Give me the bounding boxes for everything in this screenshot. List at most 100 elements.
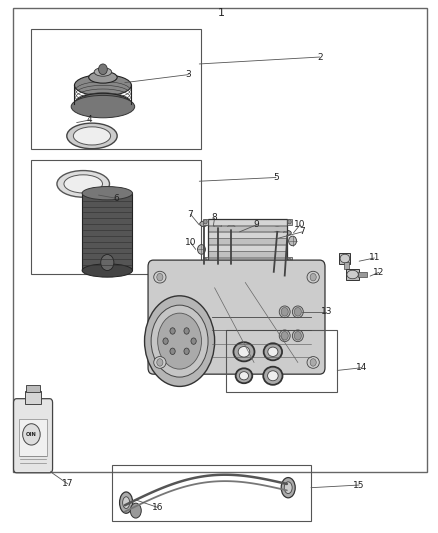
Text: 7: 7 (187, 210, 194, 219)
Bar (208, 245, 287, 251)
Circle shape (184, 348, 189, 354)
Ellipse shape (279, 306, 290, 318)
Text: 3: 3 (185, 70, 191, 79)
Circle shape (204, 259, 207, 263)
Circle shape (163, 338, 168, 344)
Circle shape (184, 328, 189, 334)
Bar (208, 232, 287, 238)
Circle shape (288, 259, 291, 263)
Circle shape (281, 308, 288, 316)
Text: 1: 1 (218, 9, 225, 18)
Ellipse shape (74, 75, 131, 96)
Text: 4: 4 (87, 116, 92, 124)
Circle shape (294, 308, 301, 316)
Ellipse shape (273, 227, 281, 232)
Circle shape (310, 359, 316, 366)
Ellipse shape (158, 313, 201, 369)
Circle shape (170, 348, 175, 354)
Circle shape (310, 273, 316, 281)
Bar (358, 272, 367, 277)
FancyBboxPatch shape (14, 399, 53, 473)
Circle shape (23, 424, 40, 445)
Ellipse shape (154, 357, 166, 368)
Bar (208, 238, 287, 245)
Circle shape (157, 273, 163, 281)
Ellipse shape (264, 343, 282, 360)
Ellipse shape (154, 271, 166, 283)
Ellipse shape (131, 503, 141, 518)
Circle shape (198, 245, 205, 254)
Ellipse shape (340, 254, 350, 263)
Bar (208, 219, 287, 225)
Circle shape (288, 220, 291, 224)
Ellipse shape (307, 357, 319, 368)
Circle shape (157, 359, 163, 366)
Ellipse shape (240, 372, 248, 380)
Ellipse shape (88, 71, 117, 83)
Bar (208, 258, 287, 264)
Circle shape (101, 255, 114, 271)
Text: 17: 17 (62, 480, 74, 488)
Ellipse shape (227, 263, 236, 268)
Text: 7: 7 (299, 228, 305, 236)
FancyBboxPatch shape (148, 260, 325, 374)
Ellipse shape (284, 482, 292, 494)
Bar (208, 252, 287, 257)
Ellipse shape (57, 171, 110, 197)
Ellipse shape (268, 347, 278, 357)
Circle shape (281, 332, 288, 340)
Text: 12: 12 (373, 268, 385, 277)
Ellipse shape (151, 305, 208, 377)
Text: 11: 11 (369, 254, 380, 262)
Ellipse shape (64, 175, 102, 193)
Ellipse shape (233, 342, 254, 361)
Text: 14: 14 (356, 364, 367, 372)
Ellipse shape (145, 296, 215, 386)
Bar (203, 219, 208, 225)
Ellipse shape (94, 68, 112, 76)
Bar (226, 330, 337, 392)
Text: 8: 8 (212, 214, 218, 222)
Ellipse shape (279, 330, 290, 342)
Circle shape (289, 236, 297, 246)
Circle shape (191, 338, 196, 344)
Ellipse shape (227, 225, 235, 230)
Bar (208, 225, 287, 231)
Text: 6: 6 (113, 194, 119, 203)
Ellipse shape (268, 371, 278, 381)
Text: 16: 16 (152, 503, 163, 512)
Bar (344, 262, 349, 269)
Text: OIN: OIN (26, 432, 37, 437)
Ellipse shape (199, 263, 208, 268)
Bar (112, 465, 311, 521)
Bar (208, 219, 287, 264)
Text: 10: 10 (185, 238, 196, 247)
Ellipse shape (238, 346, 250, 357)
Circle shape (170, 328, 175, 334)
Ellipse shape (293, 306, 304, 318)
Circle shape (294, 332, 301, 340)
Ellipse shape (200, 221, 208, 227)
Circle shape (204, 220, 207, 224)
Bar (26, 385, 40, 392)
Bar (287, 219, 292, 225)
Ellipse shape (74, 93, 131, 115)
Bar (203, 257, 208, 264)
Text: 10: 10 (294, 221, 306, 229)
Ellipse shape (281, 478, 295, 498)
Bar (31, 160, 201, 274)
Bar (25, 391, 41, 404)
Ellipse shape (82, 264, 132, 277)
Bar (31, 29, 201, 149)
Bar (19, 419, 47, 456)
Ellipse shape (120, 492, 133, 513)
Bar (339, 253, 350, 264)
Circle shape (99, 64, 107, 75)
Text: 13: 13 (321, 308, 332, 316)
Ellipse shape (236, 368, 252, 383)
Bar (82, 193, 132, 271)
Bar (346, 269, 359, 280)
Bar (39, 426, 45, 449)
Text: 15: 15 (353, 481, 365, 489)
Ellipse shape (71, 95, 135, 118)
